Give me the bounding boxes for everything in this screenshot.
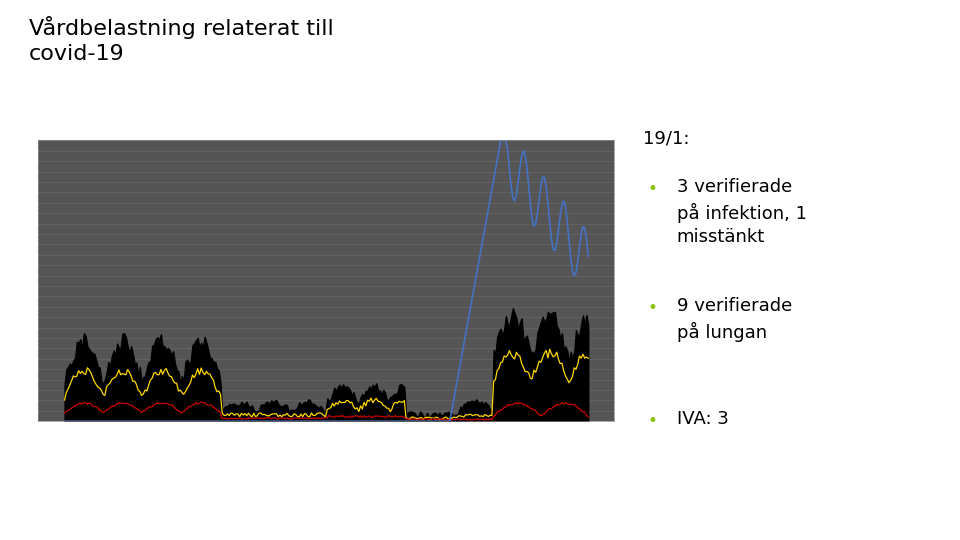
Text: 3 verifierade
på infektion, 1
misstänkt: 3 verifierade på infektion, 1 misstänkt [677, 178, 806, 246]
Text: •: • [648, 299, 658, 316]
Text: •: • [648, 180, 658, 198]
Text: IVA: 3: IVA: 3 [677, 410, 729, 428]
Text: 19/1:: 19/1: [643, 130, 689, 147]
Text: Vårdbelastning relaterat till
covid-19: Vårdbelastning relaterat till covid-19 [29, 16, 333, 64]
Text: •: • [648, 412, 658, 430]
Text: 9 verifierade
på lungan: 9 verifierade på lungan [677, 297, 792, 341]
